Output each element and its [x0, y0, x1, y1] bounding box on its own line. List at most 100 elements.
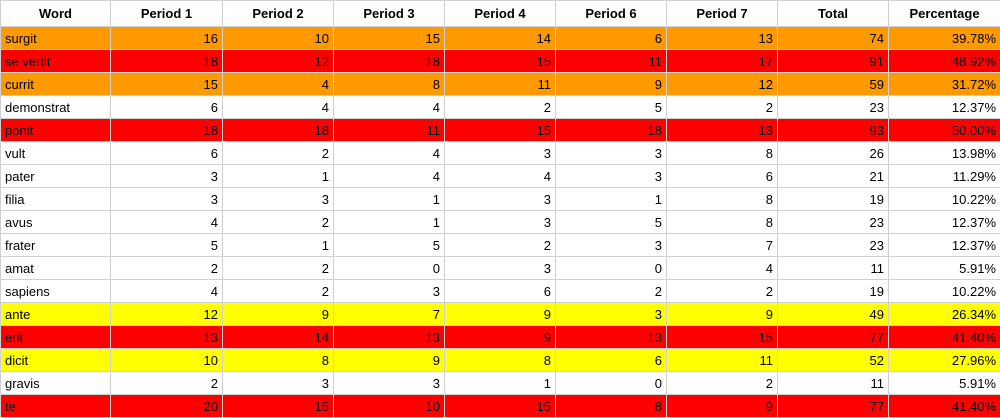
word-cell: surgit: [0, 26, 111, 50]
word-cell: se vertit: [0, 49, 111, 73]
value-cell: 2: [110, 371, 223, 395]
value-cell: 6: [666, 164, 778, 188]
value-cell: 6: [555, 348, 667, 372]
value-cell: 9: [666, 302, 778, 326]
table-row: demonstrat 6 4 4 2 5 2 23 12.37%: [0, 95, 1000, 119]
value-cell: 4: [222, 95, 334, 119]
table-row: surgit 16 10 15 14 6 13 74 39.78%: [0, 26, 1000, 50]
value-cell: 16: [110, 26, 223, 50]
value-cell: 23: [777, 210, 889, 234]
table-row: currit 15 4 8 11 9 12 59 31.72%: [0, 72, 1000, 96]
word-cell: ponit: [0, 118, 111, 142]
value-cell: 3: [555, 233, 667, 257]
value-cell: 13: [555, 325, 667, 349]
table-row: dicit 10 8 9 8 6 11 52 27.96%: [0, 348, 1000, 372]
column-header: Percentage: [888, 0, 1000, 27]
value-cell: 4: [110, 279, 223, 303]
value-cell: 77: [777, 325, 889, 349]
value-cell: 9: [444, 302, 556, 326]
value-cell: 2: [666, 95, 778, 119]
value-cell: 19: [777, 279, 889, 303]
word-cell: pater: [0, 164, 111, 188]
value-cell: 12.37%: [888, 95, 1000, 119]
value-cell: 4: [444, 164, 556, 188]
value-cell: 15: [444, 118, 556, 142]
value-cell: 11: [777, 371, 889, 395]
value-cell: 91: [777, 49, 889, 73]
value-cell: 0: [333, 256, 445, 280]
value-cell: 10: [222, 26, 334, 50]
value-cell: 10: [333, 394, 445, 418]
value-cell: 3: [444, 256, 556, 280]
value-cell: 3: [444, 141, 556, 165]
value-cell: 4: [333, 141, 445, 165]
value-cell: 17: [666, 49, 778, 73]
value-cell: 12: [110, 302, 223, 326]
value-cell: 2: [666, 279, 778, 303]
column-header: Period 1: [110, 0, 223, 27]
table-body: surgit 16 10 15 14 6 13 74 39.78% se vertit 18 12 18…: [0, 26, 1000, 418]
value-cell: 8: [444, 348, 556, 372]
value-cell: 1: [444, 371, 556, 395]
word-cell: sapiens: [0, 279, 111, 303]
value-cell: 18: [110, 118, 223, 142]
value-cell: 27.96%: [888, 348, 1000, 372]
value-cell: 77: [777, 394, 889, 418]
value-cell: 12.37%: [888, 210, 1000, 234]
word-cell: demonstrat: [0, 95, 111, 119]
value-cell: 6: [555, 26, 667, 50]
value-cell: 13: [666, 26, 778, 50]
value-cell: 9: [222, 302, 334, 326]
value-cell: 8: [666, 187, 778, 211]
value-cell: 8: [222, 348, 334, 372]
table-row: gravis 2 3 3 1 0 2 11 5.91%: [0, 371, 1000, 395]
value-cell: 11: [666, 348, 778, 372]
value-cell: 15: [444, 49, 556, 73]
value-cell: 2: [555, 279, 667, 303]
value-cell: 8: [666, 210, 778, 234]
value-cell: 4: [333, 164, 445, 188]
value-cell: 2: [110, 256, 223, 280]
value-cell: 41.40%: [888, 325, 1000, 349]
value-cell: 7: [333, 302, 445, 326]
value-cell: 8: [555, 394, 667, 418]
table-row: ante 12 9 7 9 3 9 49 26.34%: [0, 302, 1000, 326]
value-cell: 5: [555, 210, 667, 234]
value-cell: 3: [110, 164, 223, 188]
column-header: Period 7: [666, 0, 778, 27]
value-cell: 23: [777, 233, 889, 257]
value-cell: 13.98%: [888, 141, 1000, 165]
value-cell: 18: [555, 118, 667, 142]
value-cell: 31.72%: [888, 72, 1000, 96]
value-cell: 13: [666, 118, 778, 142]
table-row: se vertit 18 12 18 15 11 17 91 48.92%: [0, 49, 1000, 73]
value-cell: 14: [222, 325, 334, 349]
value-cell: 2: [222, 210, 334, 234]
value-cell: 3: [444, 210, 556, 234]
value-cell: 0: [555, 256, 667, 280]
table-row: pater 3 1 4 4 3 6 21 11.29%: [0, 164, 1000, 188]
value-cell: 4: [666, 256, 778, 280]
column-header: Total: [777, 0, 889, 27]
value-cell: 2: [444, 95, 556, 119]
value-cell: 3: [222, 371, 334, 395]
value-cell: 2: [666, 371, 778, 395]
value-cell: 10.22%: [888, 187, 1000, 211]
value-cell: 5: [110, 233, 223, 257]
value-cell: 2: [444, 233, 556, 257]
value-cell: 10.22%: [888, 279, 1000, 303]
column-header: Period 3: [333, 0, 445, 27]
column-header: Word: [0, 0, 111, 27]
table-row: ponit 18 18 11 15 18 13 93 50.00%: [0, 118, 1000, 142]
value-cell: 7: [666, 233, 778, 257]
value-cell: 15: [444, 394, 556, 418]
value-cell: 74: [777, 26, 889, 50]
value-cell: 12.37%: [888, 233, 1000, 257]
value-cell: 1: [555, 187, 667, 211]
value-cell: 8: [333, 72, 445, 96]
table-row: vult 6 2 4 3 3 8 26 13.98%: [0, 141, 1000, 165]
word-cell: currit: [0, 72, 111, 96]
value-cell: 18: [110, 49, 223, 73]
